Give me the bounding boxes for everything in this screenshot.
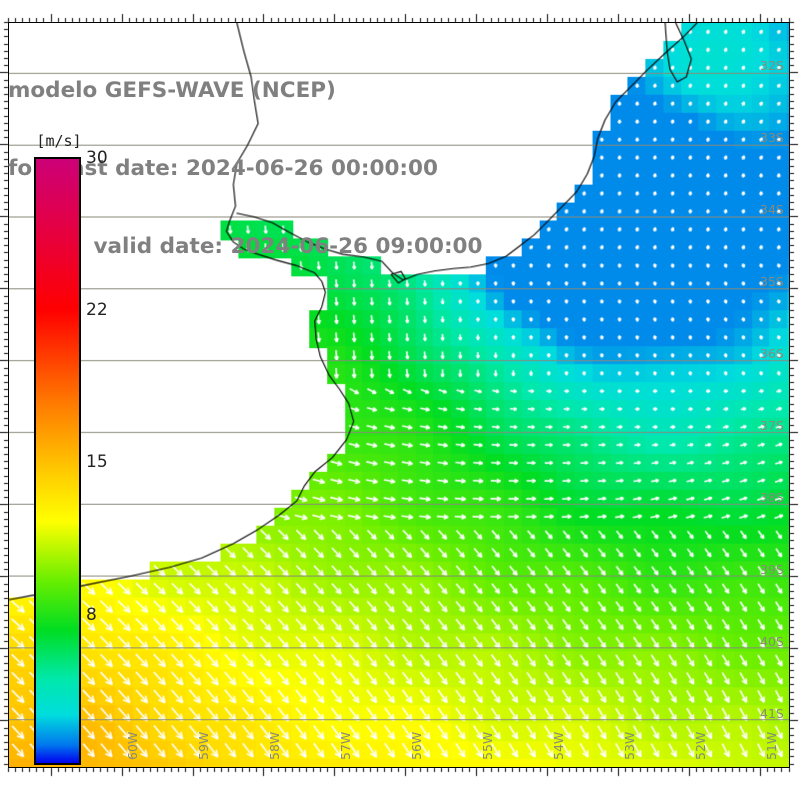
lon-label-56W: 56W xyxy=(408,731,424,760)
lon-label-53W: 53W xyxy=(621,731,637,760)
colorbar-tick-8: 8 xyxy=(86,605,97,625)
lon-label-54W: 54W xyxy=(550,731,566,760)
lon-label-58W: 58W xyxy=(266,731,282,760)
lon-label-52W: 52W xyxy=(692,731,708,760)
chart-title-block: modelo GEFS-WAVE (NCEP) forecast date: 2… xyxy=(8,26,568,312)
lat-label-35S: 35S xyxy=(760,274,784,290)
lat-label-33S: 33S xyxy=(760,130,784,146)
lat-label-39S: 39S xyxy=(760,562,784,578)
lat-label-41S: 41S xyxy=(760,706,784,722)
model-title-line: modelo GEFS-WAVE (NCEP) xyxy=(8,78,336,103)
colorbar-tick-15: 15 xyxy=(86,452,108,472)
colorbar-tick-30: 30 xyxy=(86,148,108,168)
colorbar-gradient xyxy=(36,159,79,763)
lon-label-60W: 60W xyxy=(124,731,140,760)
lon-label-59W: 59W xyxy=(195,731,211,760)
colorbar-tick-22: 22 xyxy=(86,300,108,320)
lon-label-57W: 57W xyxy=(337,731,353,760)
lat-label-34S: 34S xyxy=(760,202,784,218)
lat-label-37S: 37S xyxy=(760,418,784,434)
lat-label-40S: 40S xyxy=(760,634,784,650)
valid-date-line: valid date: 2024-06-26 09:00:00 xyxy=(93,234,483,259)
lat-label-36S: 36S xyxy=(760,346,784,362)
lat-label-32S: 32S xyxy=(760,58,784,74)
lon-label-55W: 55W xyxy=(479,731,495,760)
lon-label-51W: 51W xyxy=(763,731,779,760)
lat-label-38S: 38S xyxy=(760,490,784,506)
colorbar-unit-label: [m/s] xyxy=(36,132,82,150)
colorbar[interactable] xyxy=(34,157,81,765)
